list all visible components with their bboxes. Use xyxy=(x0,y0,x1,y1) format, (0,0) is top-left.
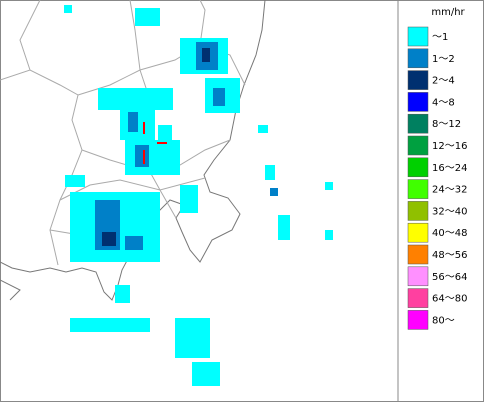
legend-swatch xyxy=(407,48,429,69)
rain-echoes xyxy=(64,5,333,386)
legend-label: 1～2 xyxy=(432,54,455,65)
legend-label: 4～8 xyxy=(432,97,455,108)
legend-label: 16～24 xyxy=(432,163,467,174)
pref-border xyxy=(59,177,206,201)
legend-label: 32～40 xyxy=(432,206,467,217)
legend-swatch xyxy=(407,201,429,221)
rain-echo xyxy=(102,232,116,246)
rain-echo xyxy=(202,48,210,62)
pref-border xyxy=(77,44,246,96)
rain-echo xyxy=(70,318,150,332)
rain-echo xyxy=(157,142,167,144)
legend-label: 64～80 xyxy=(432,294,467,305)
legend-label: 2～4 xyxy=(432,76,455,87)
rain-echo xyxy=(270,188,278,196)
rain-echo xyxy=(125,140,180,175)
legend-label: 80～ xyxy=(432,315,455,326)
legend-swatch xyxy=(407,222,429,243)
rain-echo xyxy=(135,145,149,167)
rain-echo xyxy=(192,362,220,386)
rain-echo xyxy=(213,88,225,106)
legend-swatch xyxy=(407,70,429,90)
legend-label: ～1 xyxy=(432,32,448,43)
rain-echo xyxy=(65,175,85,187)
rain-echo xyxy=(143,150,145,164)
legend-label: 56～64 xyxy=(432,272,467,283)
legend-swatch xyxy=(407,288,429,308)
rain-echo xyxy=(265,165,275,180)
legend-label: 24～32 xyxy=(432,185,467,196)
legend-label: 12～16 xyxy=(432,141,467,152)
pref-border xyxy=(0,69,83,266)
legend-swatch xyxy=(407,179,429,199)
legend-swatch xyxy=(407,113,429,134)
coastline xyxy=(0,279,21,301)
rain-echo xyxy=(143,122,145,134)
rain-echo xyxy=(325,230,333,240)
rain-echo xyxy=(180,185,198,213)
rain-echo xyxy=(278,215,290,240)
rain-echo xyxy=(158,125,172,141)
rain-echo xyxy=(175,318,210,358)
legend-unit: mm/hr xyxy=(431,7,465,18)
legend-swatch xyxy=(407,244,429,265)
rain-echo xyxy=(128,112,138,132)
legend-swatch xyxy=(407,26,429,47)
legend-swatch xyxy=(407,135,429,156)
legend-swatch xyxy=(407,266,429,287)
legend-swatch xyxy=(407,92,429,112)
rain-echo xyxy=(125,236,143,250)
legend-label: 48～56 xyxy=(432,250,467,261)
rain-echo xyxy=(325,182,333,190)
legend-label: 40～48 xyxy=(432,228,467,239)
rain-echo xyxy=(258,125,268,133)
legend-label: 8～12 xyxy=(432,119,461,130)
pref-border xyxy=(19,0,206,71)
legend-swatch xyxy=(407,157,429,178)
legend-swatch xyxy=(407,310,429,330)
rain-echo xyxy=(98,88,173,110)
rain-echo xyxy=(64,5,72,13)
rain-echo xyxy=(135,8,160,26)
rain-echo xyxy=(115,285,130,303)
